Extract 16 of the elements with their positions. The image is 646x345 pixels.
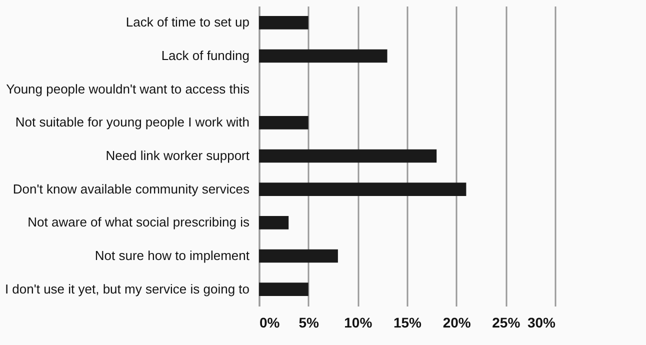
x-tick-label: 20%	[442, 314, 472, 330]
x-tick-label: 25%	[492, 314, 521, 330]
y-tick-label: I don't use it yet, but my service is going to	[4, 281, 250, 296]
x-tick-label: 0%	[260, 314, 280, 330]
x-tick-label: 15%	[393, 314, 422, 330]
y-tick-label: Not suitable for young people I work with	[15, 114, 250, 130]
y-tick-label: Need link worker support	[106, 148, 250, 163]
x-tick-label: 10%	[344, 314, 373, 330]
y-tick-label: Not aware of what social prescribing is	[28, 214, 250, 230]
y-tick-label: Lack of funding	[161, 48, 250, 63]
y-tick-label: Not sure how to implement	[94, 248, 250, 263]
x-tick-label: 30%	[527, 314, 556, 330]
x-tick-label: 5%	[298, 314, 320, 330]
y-tick-label: Don't know available community services	[12, 181, 250, 196]
y-tick-label: Lack of time to set up	[126, 14, 250, 30]
y-tick-label: Young people wouldn't want to access this	[6, 81, 250, 96]
